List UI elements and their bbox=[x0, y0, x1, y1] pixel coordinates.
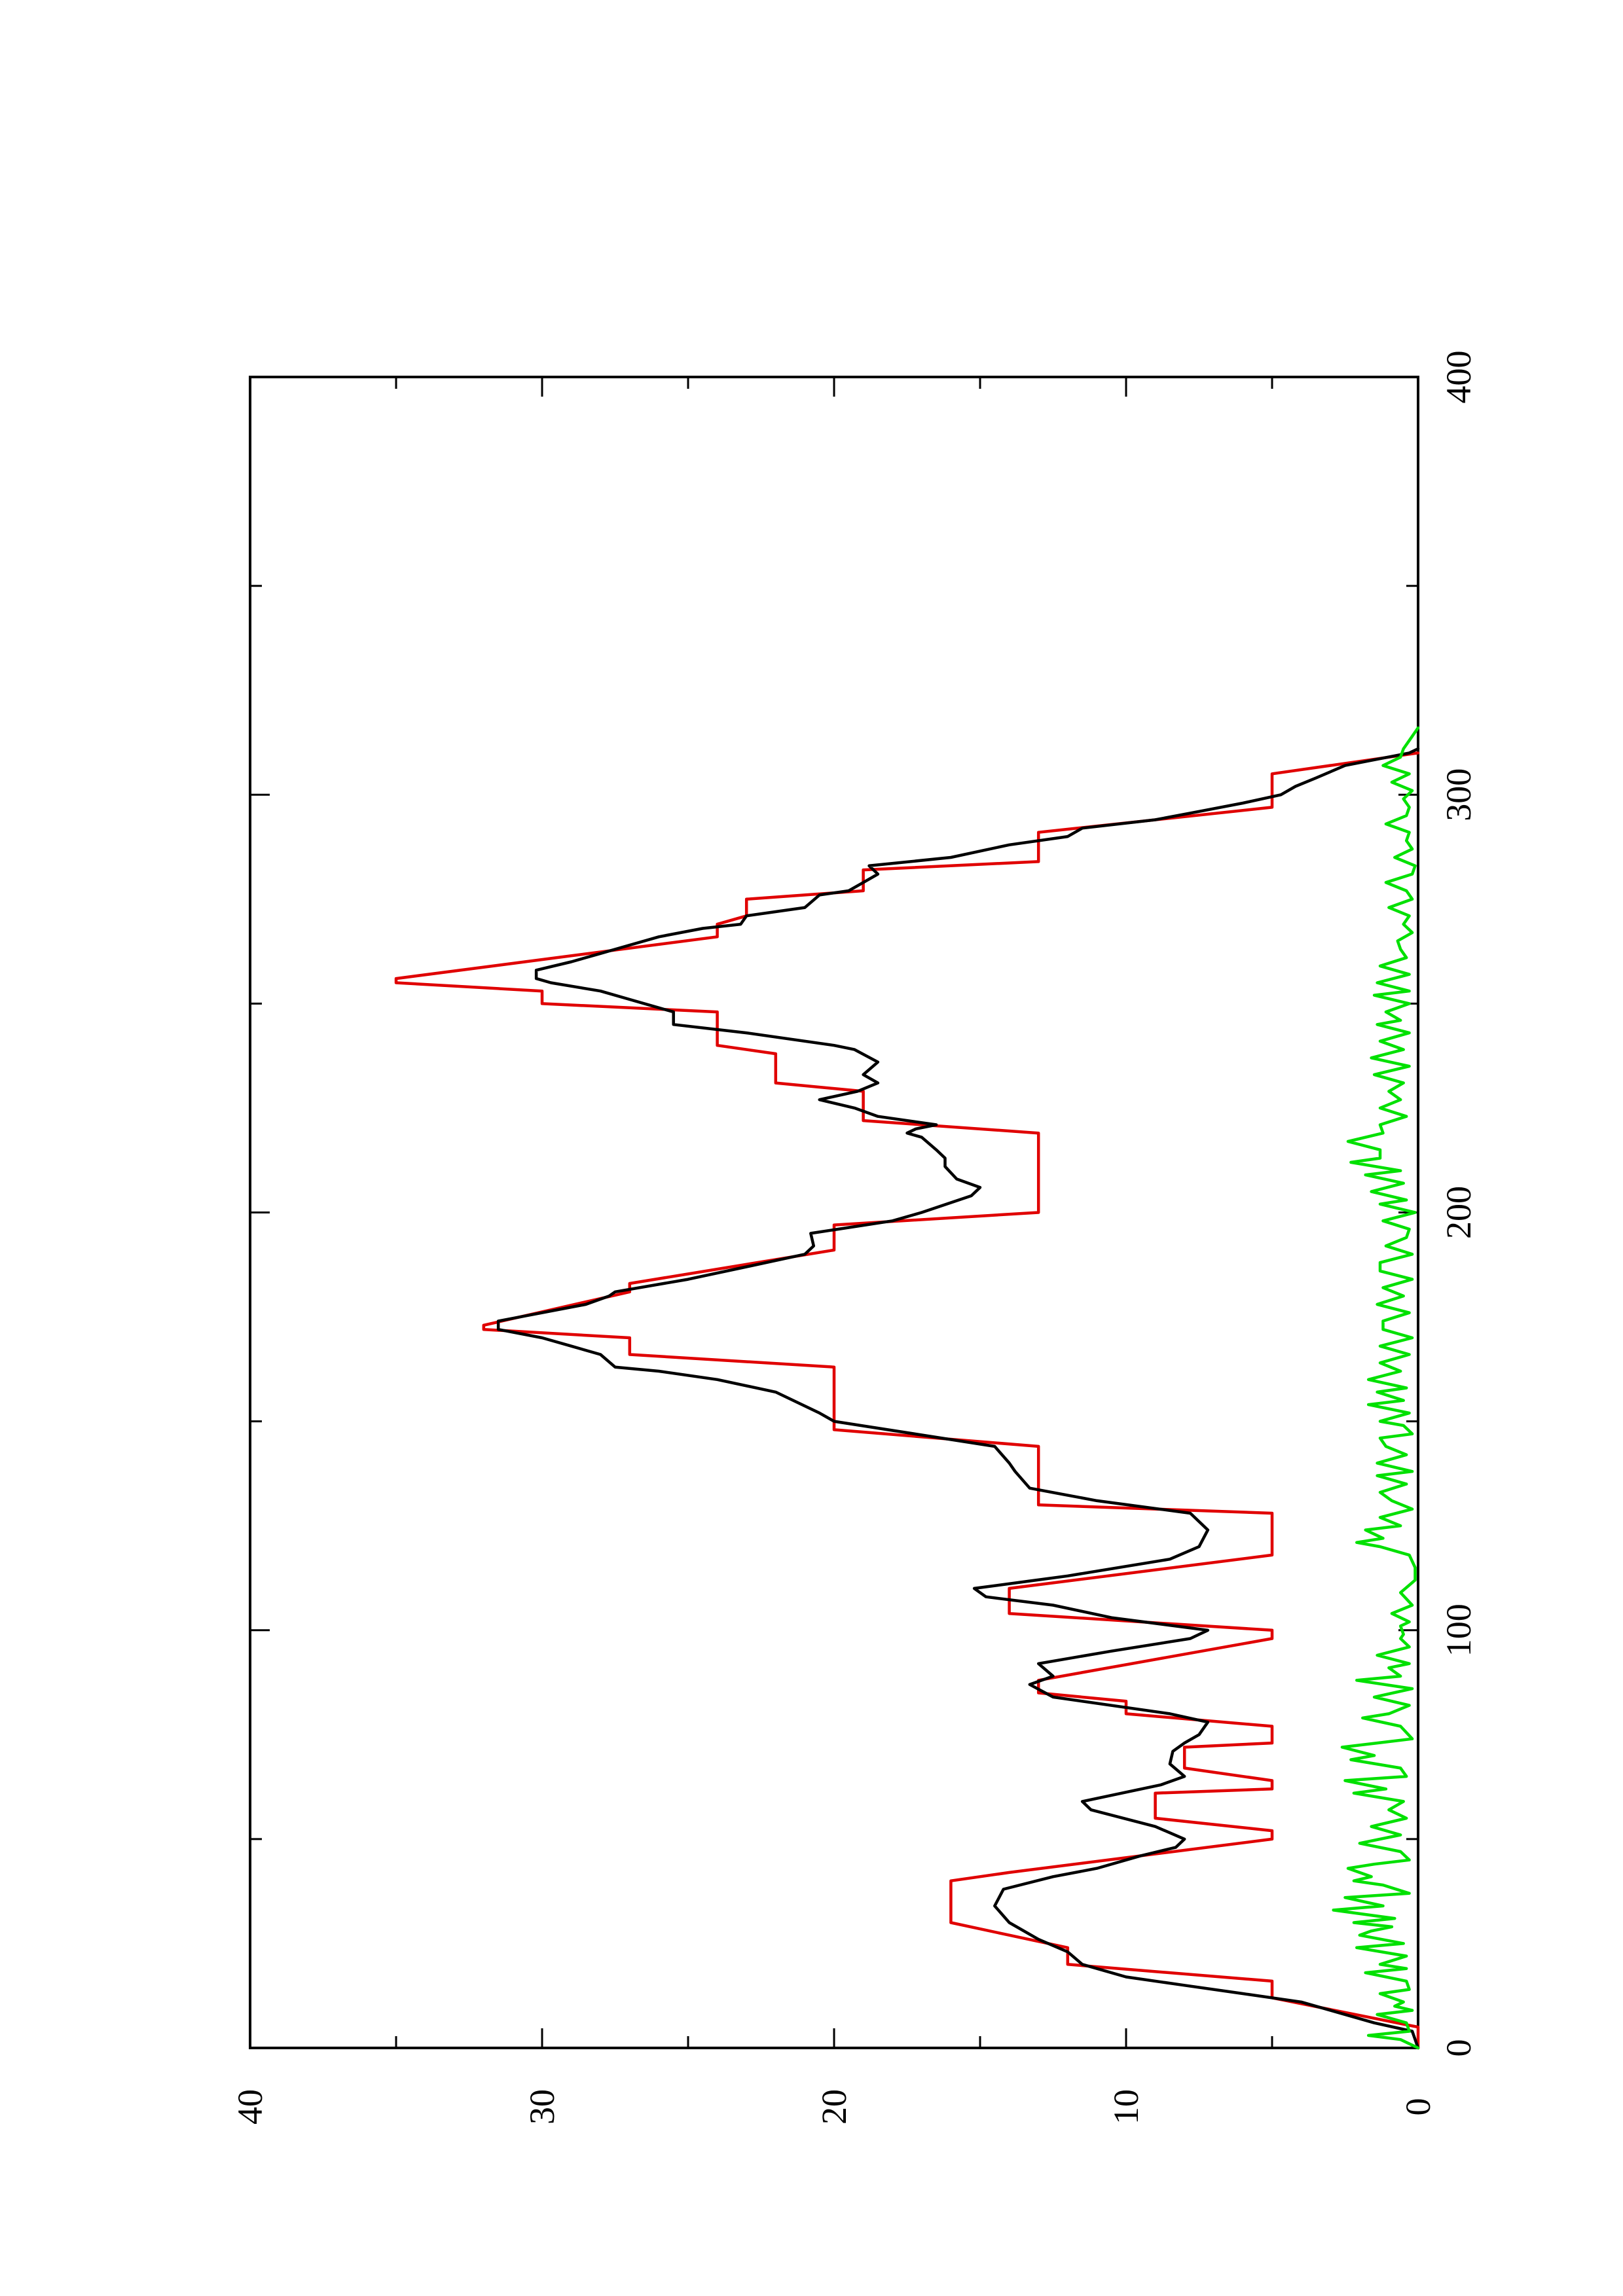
series-line-1 bbox=[394, 751, 1420, 2050]
plot-frame bbox=[249, 376, 1419, 2049]
x-tick-label: 400 bbox=[1439, 351, 1478, 404]
tick-labels: 0 100 200 300 400 0 10 20 30 40 bbox=[230, 351, 1478, 2125]
x-tick-label: 200 bbox=[1439, 1186, 1478, 1239]
y-tick-label: 10 bbox=[1106, 2089, 1146, 2125]
y-tick-label: 40 bbox=[230, 2089, 270, 2125]
x-tick-label: 300 bbox=[1439, 768, 1478, 821]
x-tick-label: 0 bbox=[1439, 2039, 1478, 2057]
series-line-2 bbox=[496, 747, 1420, 2050]
y-tick-label: 20 bbox=[814, 2089, 854, 2125]
series-layer bbox=[394, 726, 1420, 2050]
y-tick-label: 0 bbox=[1398, 2098, 1438, 2116]
series-line-3 bbox=[1332, 726, 1420, 2050]
x-tick-label: 100 bbox=[1439, 1604, 1478, 1657]
y-tick-label: 30 bbox=[522, 2089, 562, 2125]
axis-ticks bbox=[249, 376, 1419, 2049]
